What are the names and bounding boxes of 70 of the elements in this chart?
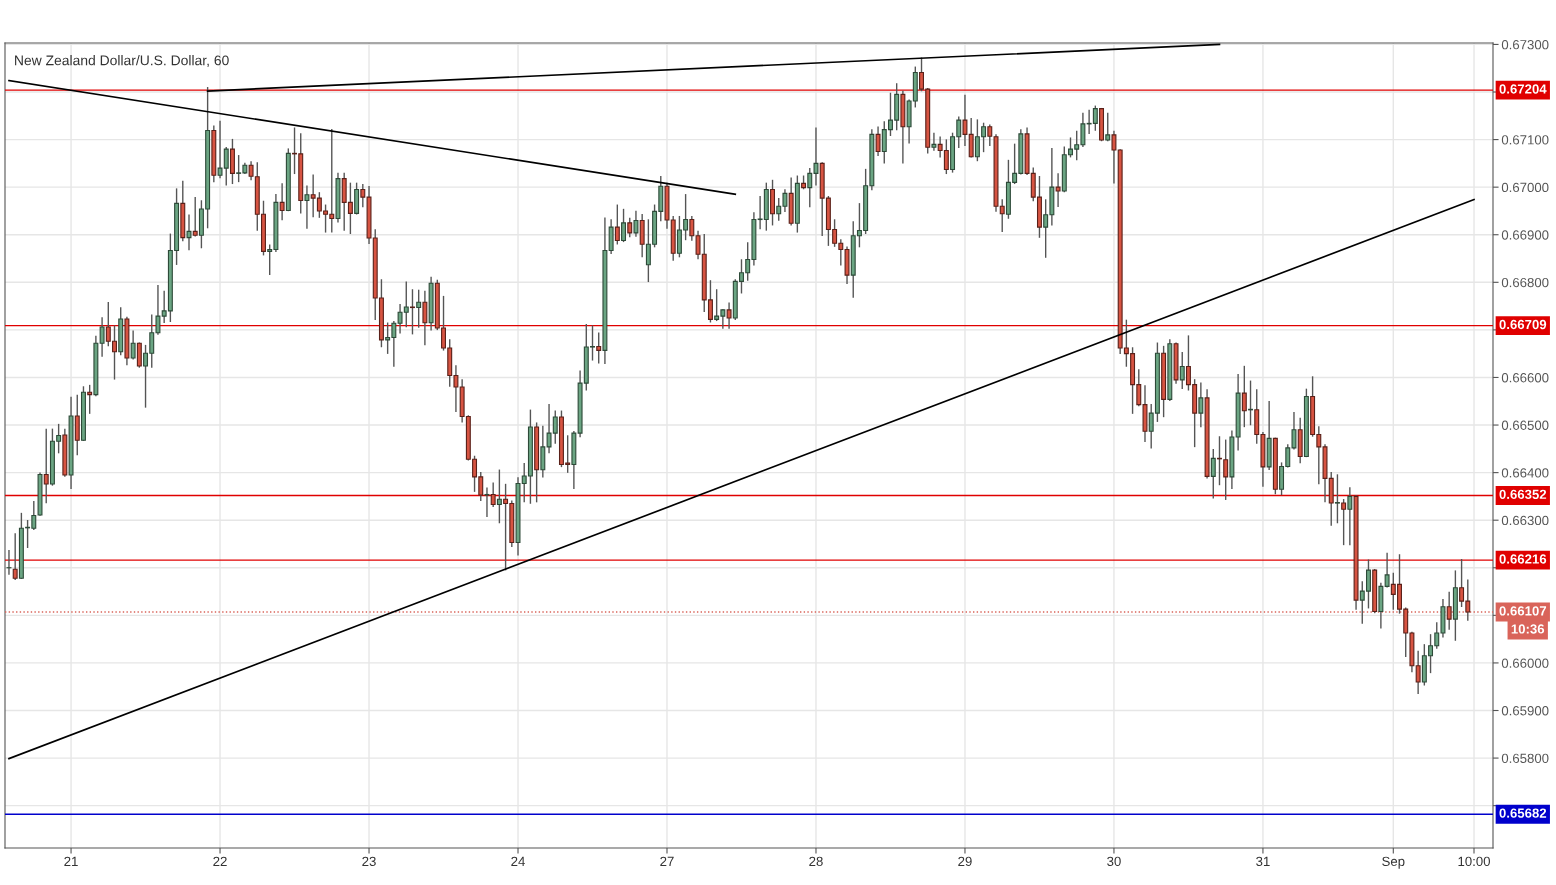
ref-line-label: 0.67204 — [1499, 84, 1547, 94]
candlestick — [1210, 449, 1216, 499]
candlestick — [192, 196, 198, 237]
candlestick — [422, 290, 428, 346]
candlestick — [639, 214, 645, 258]
x-tick-label: 24 — [511, 856, 525, 866]
candlestick — [87, 384, 93, 414]
candlestick — [186, 214, 192, 251]
y-tick-label: 0.67100 — [1501, 135, 1549, 145]
candlestick — [614, 204, 620, 245]
candlestick — [304, 185, 310, 229]
candlestick — [633, 210, 639, 237]
candlestick — [12, 533, 18, 580]
text: 10:36 — [1511, 624, 1545, 634]
ref-line-label: 0.66352 — [1499, 489, 1547, 500]
x-tick-label: Sep — [1382, 856, 1405, 869]
y-tick-label: 0.66900 — [1501, 230, 1549, 240]
ref-line-label: 0.66216 — [1499, 554, 1547, 564]
candlestick — [1334, 474, 1340, 524]
candlestick — [484, 487, 490, 518]
x-tick-label: 22 — [213, 856, 227, 866]
candlestick — [416, 289, 422, 328]
x-tick-label: 30 — [1107, 856, 1121, 867]
candlestick — [136, 342, 142, 368]
y-tick-label: 0.66500 — [1501, 420, 1549, 430]
candlestick — [43, 428, 49, 504]
candlestick — [1198, 382, 1204, 428]
y-tick-label: 0.65900 — [1501, 706, 1549, 716]
candlestick — [1446, 591, 1452, 630]
candlestick — [1179, 352, 1185, 390]
x-tick-label: 29 — [958, 856, 972, 867]
x-tick-label: 31 — [1256, 856, 1270, 867]
x-tick-label: 21 — [64, 856, 78, 866]
x-tick-label: 28 — [809, 856, 823, 867]
ref-line-label: 0.66107 — [1499, 606, 1547, 616]
y-tick-label: 0.66600 — [1501, 373, 1549, 383]
y-tick-label: 0.65800 — [1501, 753, 1549, 763]
y-tick-label: 0.66000 — [1501, 658, 1549, 668]
y-tick-label: 0.67000 — [1501, 182, 1549, 193]
candlestick — [1347, 487, 1353, 546]
candlestick — [496, 469, 502, 524]
y-tick-label: 0.66300 — [1501, 515, 1549, 526]
candlestick — [279, 183, 285, 221]
candlestick — [1105, 112, 1111, 142]
candlestick — [726, 302, 732, 329]
candlestick — [1384, 552, 1390, 588]
candlestick — [99, 317, 105, 357]
candlestick — [354, 182, 360, 215]
candlestick — [1341, 499, 1347, 546]
ref-line-label: 0.65682 — [1499, 808, 1547, 818]
candlestick — [130, 330, 136, 360]
candlestick — [1223, 439, 1229, 500]
y-tick-label: 0.66400 — [1501, 468, 1549, 478]
candlestick — [490, 482, 496, 508]
candlestick — [627, 217, 633, 238]
x-tick-label: 27 — [660, 856, 674, 866]
x-tick-label: 23 — [362, 856, 376, 867]
candlestick — [1055, 173, 1061, 207]
candlestick — [931, 132, 937, 151]
candlestick — [875, 126, 881, 156]
text: New Zealand Dollar/U.S. Dollar, 60 — [15, 55, 229, 67]
y-tick-label: 0.66800 — [1501, 277, 1549, 288]
candlestick — [621, 208, 627, 243]
candlestick — [409, 289, 415, 335]
ref-line-label: 0.66709 — [1499, 319, 1547, 330]
x-tick-label: 10:00 — [1458, 856, 1490, 867]
candlestick — [608, 219, 614, 254]
y-tick-label: 0.67300 — [1501, 39, 1549, 50]
candlestick — [596, 332, 602, 364]
candlestick — [1241, 365, 1247, 428]
